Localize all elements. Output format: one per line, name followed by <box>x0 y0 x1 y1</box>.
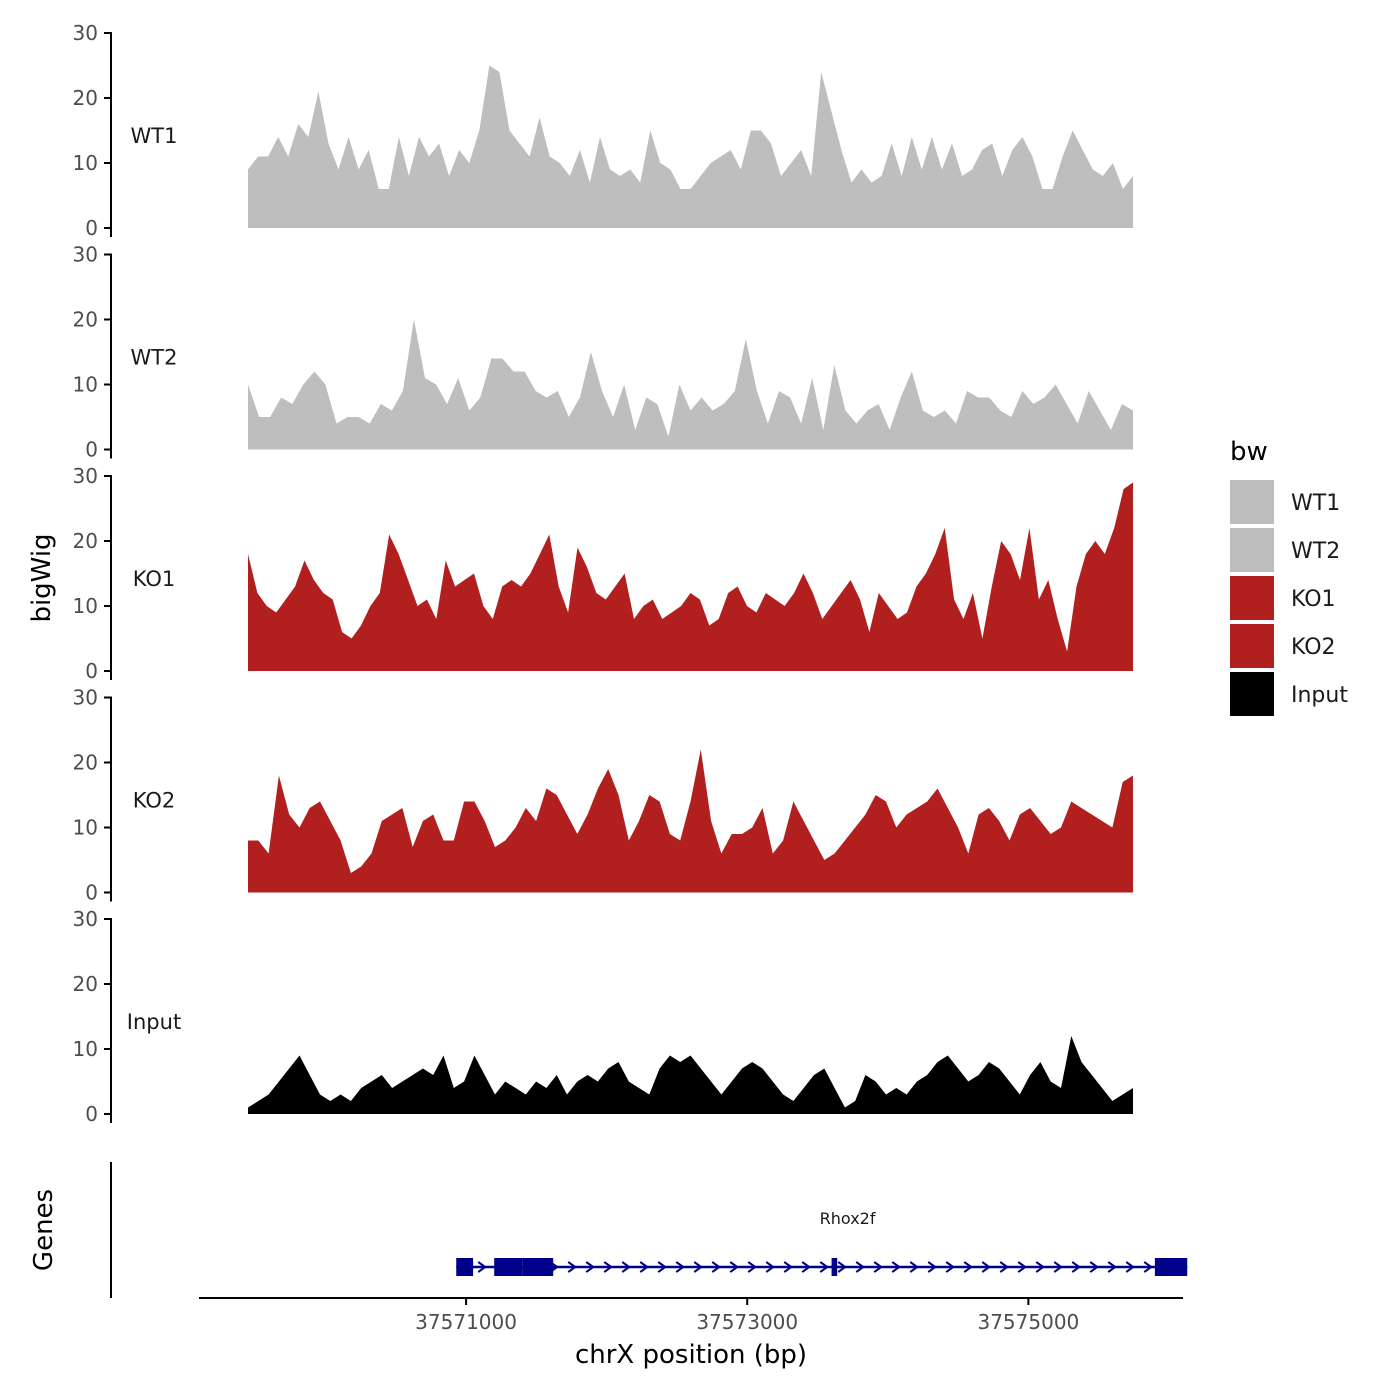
gene-exon <box>831 1258 838 1276</box>
y-tick-label: 20 <box>73 308 98 332</box>
gene-models: Rhox2f <box>456 1209 1188 1276</box>
coverage-area-ko2 <box>248 749 1133 893</box>
strand-arrow <box>1143 1261 1153 1273</box>
y-tick-label: 30 <box>73 21 98 45</box>
strand-arrow <box>639 1261 649 1273</box>
track-label: KO2 <box>133 789 176 813</box>
strand-arrow <box>765 1261 775 1273</box>
strand-arrow <box>945 1261 955 1273</box>
y-tick-label: 30 <box>73 907 98 931</box>
coverage-area-ko1 <box>248 482 1133 671</box>
strand-arrow <box>693 1261 703 1273</box>
x-axis-title: chrX position (bp) <box>575 1340 807 1370</box>
y-tick-label: 0 <box>85 216 98 240</box>
strand-arrow <box>1089 1261 1099 1273</box>
legend-key-input <box>1230 672 1274 716</box>
strand-arrow <box>999 1261 1009 1273</box>
x-tick-label: 37571000 <box>415 1310 517 1334</box>
y-tick-label: 20 <box>73 86 98 110</box>
gene-rhox2f: Rhox2f <box>456 1209 1188 1276</box>
gene-exon <box>456 1258 474 1276</box>
y-tick-label: 0 <box>85 1102 98 1126</box>
y-tick-label: 0 <box>85 438 98 462</box>
y-axis-title: bigWig <box>27 533 57 622</box>
strand-arrow <box>747 1261 757 1273</box>
legend-key-wt1 <box>1230 480 1274 524</box>
strand-arrow <box>1035 1261 1045 1273</box>
gene-exon <box>494 1258 523 1276</box>
y-tick-label: 0 <box>85 881 98 905</box>
y-tick-label: 10 <box>73 594 98 618</box>
gene-name-label: Rhox2f <box>820 1209 876 1228</box>
track-ko1: 0 10 20 30 KO1 <box>73 464 1133 683</box>
y-tick-label: 10 <box>73 151 98 175</box>
strand-arrow <box>675 1261 685 1273</box>
strand-arrow <box>603 1261 613 1273</box>
strand-arrow <box>621 1261 631 1273</box>
y-tick-label: 0 <box>85 659 98 683</box>
strand-arrow <box>819 1261 829 1273</box>
track-wt1: 0 10 20 30 WT1 <box>73 21 1133 240</box>
legend: bw WT1 WT2 KO1 KO2 Input <box>1230 437 1348 716</box>
strand-arrow <box>909 1261 919 1273</box>
strand-arrow <box>657 1261 667 1273</box>
legend-key-ko1 <box>1230 576 1274 620</box>
y-tick-label: 30 <box>73 464 98 488</box>
strand-arrow <box>1053 1261 1063 1273</box>
track-label: KO1 <box>133 567 176 591</box>
track-ko2: 0 10 20 30 KO2 <box>73 686 1133 905</box>
strand-arrow <box>1125 1261 1135 1273</box>
coverage-area-input <box>248 1036 1133 1114</box>
genes-panel: Genes Rhox2f <box>29 1162 1188 1298</box>
strand-arrow <box>927 1261 937 1273</box>
legend-label: WT2 <box>1291 539 1340 564</box>
strand-arrow <box>783 1261 793 1273</box>
legend-key-wt2 <box>1230 528 1274 572</box>
track-label: WT1 <box>131 124 178 148</box>
y-tick-label: 20 <box>73 972 98 996</box>
strand-arrow <box>477 1261 487 1273</box>
y-tick-label: 10 <box>73 816 98 840</box>
gene-exon <box>1154 1258 1188 1276</box>
coverage-area-wt1 <box>248 65 1133 228</box>
y-tick-label: 30 <box>73 243 98 267</box>
legend-label: KO2 <box>1291 635 1336 660</box>
strand-arrow <box>855 1261 865 1273</box>
gene-exon <box>522 1258 554 1276</box>
strand-arrow <box>801 1261 811 1273</box>
legend-label: WT1 <box>1291 491 1340 516</box>
legend-label: KO1 <box>1291 587 1336 612</box>
track-label: WT2 <box>131 346 178 370</box>
strand-arrow <box>981 1261 991 1273</box>
track-label: Input <box>127 1010 181 1034</box>
genes-axis-title: Genes <box>29 1189 59 1271</box>
strand-arrow <box>891 1261 901 1273</box>
strand-arrow <box>963 1261 973 1273</box>
track-wt2: 0 10 20 30 WT2 <box>73 243 1133 462</box>
strand-arrow <box>837 1261 847 1273</box>
x-tick-label: 37575000 <box>977 1310 1079 1334</box>
y-tick-label: 20 <box>73 751 98 775</box>
strand-arrow <box>585 1261 595 1273</box>
strand-arrow <box>567 1261 577 1273</box>
legend-title: bw <box>1230 437 1268 467</box>
y-tick-label: 20 <box>73 529 98 553</box>
legend-key-ko2 <box>1230 624 1274 668</box>
legend-label: Input <box>1291 683 1348 708</box>
y-tick-label: 10 <box>73 373 98 397</box>
x-axis: 37571000 37573000 37575000 <box>199 1297 1183 1334</box>
strand-arrow <box>1071 1261 1081 1273</box>
strand-arrow <box>729 1261 739 1273</box>
x-tick-label: 37573000 <box>696 1310 798 1334</box>
coverage-area-wt2 <box>248 319 1133 450</box>
strand-arrow <box>711 1261 721 1273</box>
strand-arrow <box>873 1261 883 1273</box>
y-tick-label: 30 <box>73 686 98 710</box>
strand-arrow <box>1017 1261 1027 1273</box>
strand-arrow <box>1107 1261 1117 1273</box>
y-tick-label: 10 <box>73 1037 98 1061</box>
track-panels: 0 10 20 30 WT1 0 10 20 30 WT2 0 10 20 30 KO1 0 10 20 30 KO2… <box>73 21 1133 1126</box>
track-input: 0 10 20 30 Input <box>73 907 1133 1126</box>
